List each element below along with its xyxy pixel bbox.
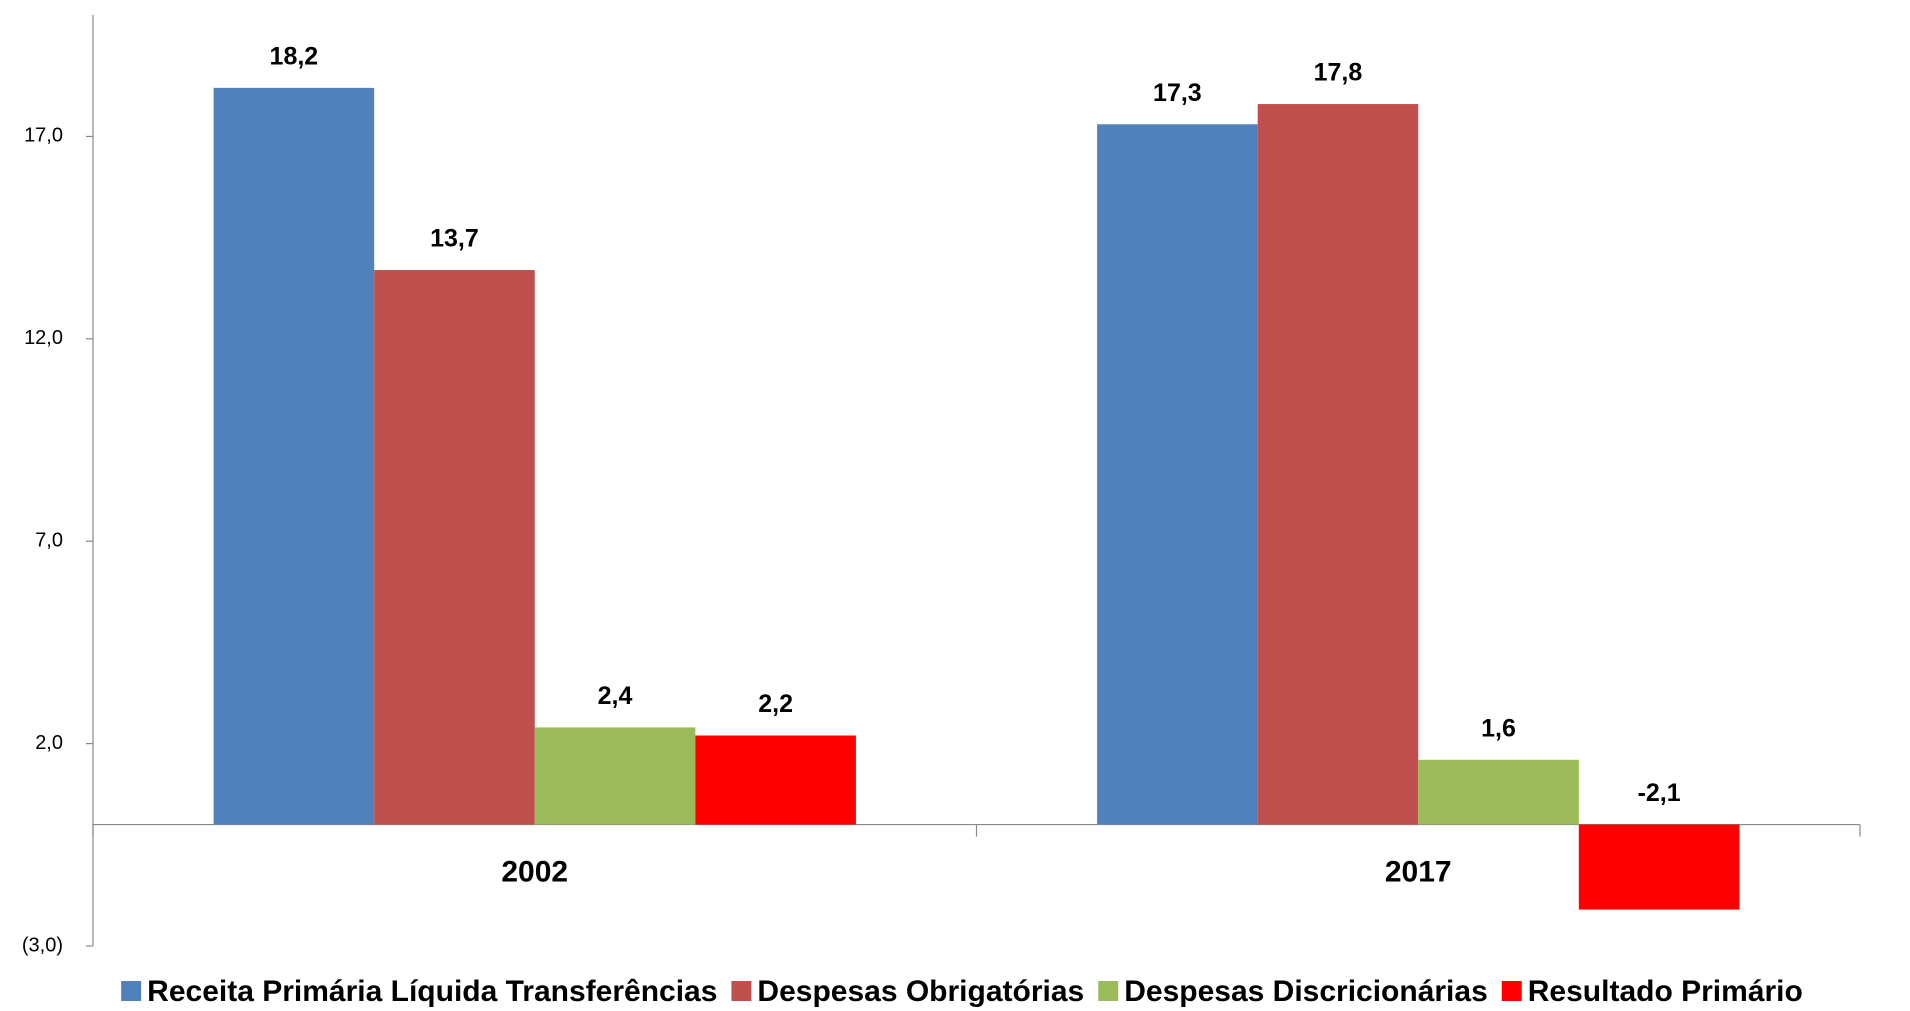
value-label: 1,6 <box>1481 714 1516 742</box>
value-label: 18,2 <box>270 42 319 70</box>
legend-swatch <box>121 981 142 1001</box>
legend-label: Receita Primária Líquida Transferências <box>147 975 717 1008</box>
legend-swatch <box>731 981 752 1001</box>
legend-label: Despesas Discricionárias <box>1124 975 1488 1008</box>
bar <box>1257 104 1419 825</box>
bar <box>213 87 375 825</box>
value-label: 13,7 <box>430 225 479 253</box>
bar <box>1097 124 1258 825</box>
y-tick-label: 12,0 <box>24 327 63 349</box>
bar <box>374 270 535 825</box>
bar <box>534 727 696 825</box>
x-tick-label: 2002 <box>501 855 568 888</box>
value-label: 17,8 <box>1314 59 1363 87</box>
y-tick-label: 17,0 <box>24 125 63 147</box>
legend: Receita Primária Líquida Transferências D… <box>121 975 1803 1008</box>
bar <box>1418 759 1579 825</box>
x-tick-label: 2017 <box>1385 855 1452 888</box>
legend-label: Resultado Primário <box>1528 975 1803 1008</box>
value-label: -2,1 <box>1638 779 1681 807</box>
legend-swatch <box>1098 981 1119 1001</box>
legend-label: Despesas Obrigatórias <box>757 975 1084 1008</box>
legend-swatch <box>1501 981 1522 1001</box>
y-tick-label: 7,0 <box>35 529 63 551</box>
bar <box>695 735 856 825</box>
value-label: 2,4 <box>598 682 633 710</box>
value-label: 17,3 <box>1153 79 1202 107</box>
y-tick-label: 2,0 <box>35 732 63 754</box>
value-label: 2,2 <box>758 690 793 718</box>
bar <box>1578 824 1740 910</box>
y-tick-label: (3,0) <box>22 934 63 956</box>
